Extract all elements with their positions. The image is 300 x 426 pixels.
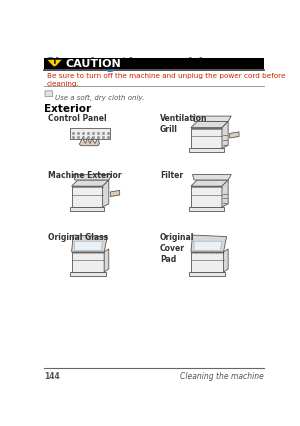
Polygon shape: [191, 252, 224, 272]
Polygon shape: [47, 60, 62, 69]
Text: CAUTION: CAUTION: [65, 59, 121, 69]
Polygon shape: [191, 236, 226, 252]
Polygon shape: [72, 187, 103, 207]
Polygon shape: [191, 128, 222, 149]
Polygon shape: [193, 175, 231, 181]
Polygon shape: [189, 207, 224, 211]
Bar: [44, 59, 264, 70]
Text: Machine Exterior: Machine Exterior: [48, 171, 122, 180]
Text: Use a soft, dry cloth only.: Use a soft, dry cloth only.: [55, 95, 144, 101]
Text: Original
Cover
Pad: Original Cover Pad: [160, 233, 194, 264]
Polygon shape: [222, 181, 228, 207]
Text: Exterior: Exterior: [44, 104, 91, 113]
Polygon shape: [72, 236, 107, 252]
FancyBboxPatch shape: [45, 92, 52, 98]
Text: Ventilation
Grill: Ventilation Grill: [160, 114, 208, 134]
Polygon shape: [70, 207, 104, 211]
Polygon shape: [191, 181, 228, 187]
Polygon shape: [191, 122, 228, 128]
Polygon shape: [189, 149, 224, 153]
Polygon shape: [194, 242, 222, 251]
Polygon shape: [191, 187, 222, 207]
Text: Be sure to turn off the machine and unplug the power cord before
cleaning.: Be sure to turn off the machine and unpl…: [47, 72, 285, 87]
Polygon shape: [79, 139, 100, 147]
Text: Original Glass: Original Glass: [48, 233, 109, 242]
Polygon shape: [75, 242, 103, 251]
Text: Control Panel: Control Panel: [48, 114, 107, 123]
Polygon shape: [193, 117, 231, 122]
Text: 144: 144: [44, 371, 59, 380]
Text: !: !: [52, 60, 56, 69]
Polygon shape: [73, 175, 112, 181]
Text: Filter: Filter: [160, 171, 183, 180]
Polygon shape: [230, 132, 239, 139]
Polygon shape: [72, 252, 104, 272]
Polygon shape: [104, 249, 109, 272]
Polygon shape: [189, 272, 225, 276]
Bar: [70, 129, 110, 139]
Polygon shape: [222, 122, 228, 149]
Text: Cleaning the machine: Cleaning the machine: [180, 371, 264, 380]
Polygon shape: [70, 272, 106, 276]
Text: Cleaning the machine: Cleaning the machine: [44, 57, 224, 72]
Polygon shape: [224, 249, 228, 272]
Polygon shape: [103, 181, 109, 207]
Polygon shape: [110, 191, 120, 197]
Polygon shape: [72, 181, 109, 187]
